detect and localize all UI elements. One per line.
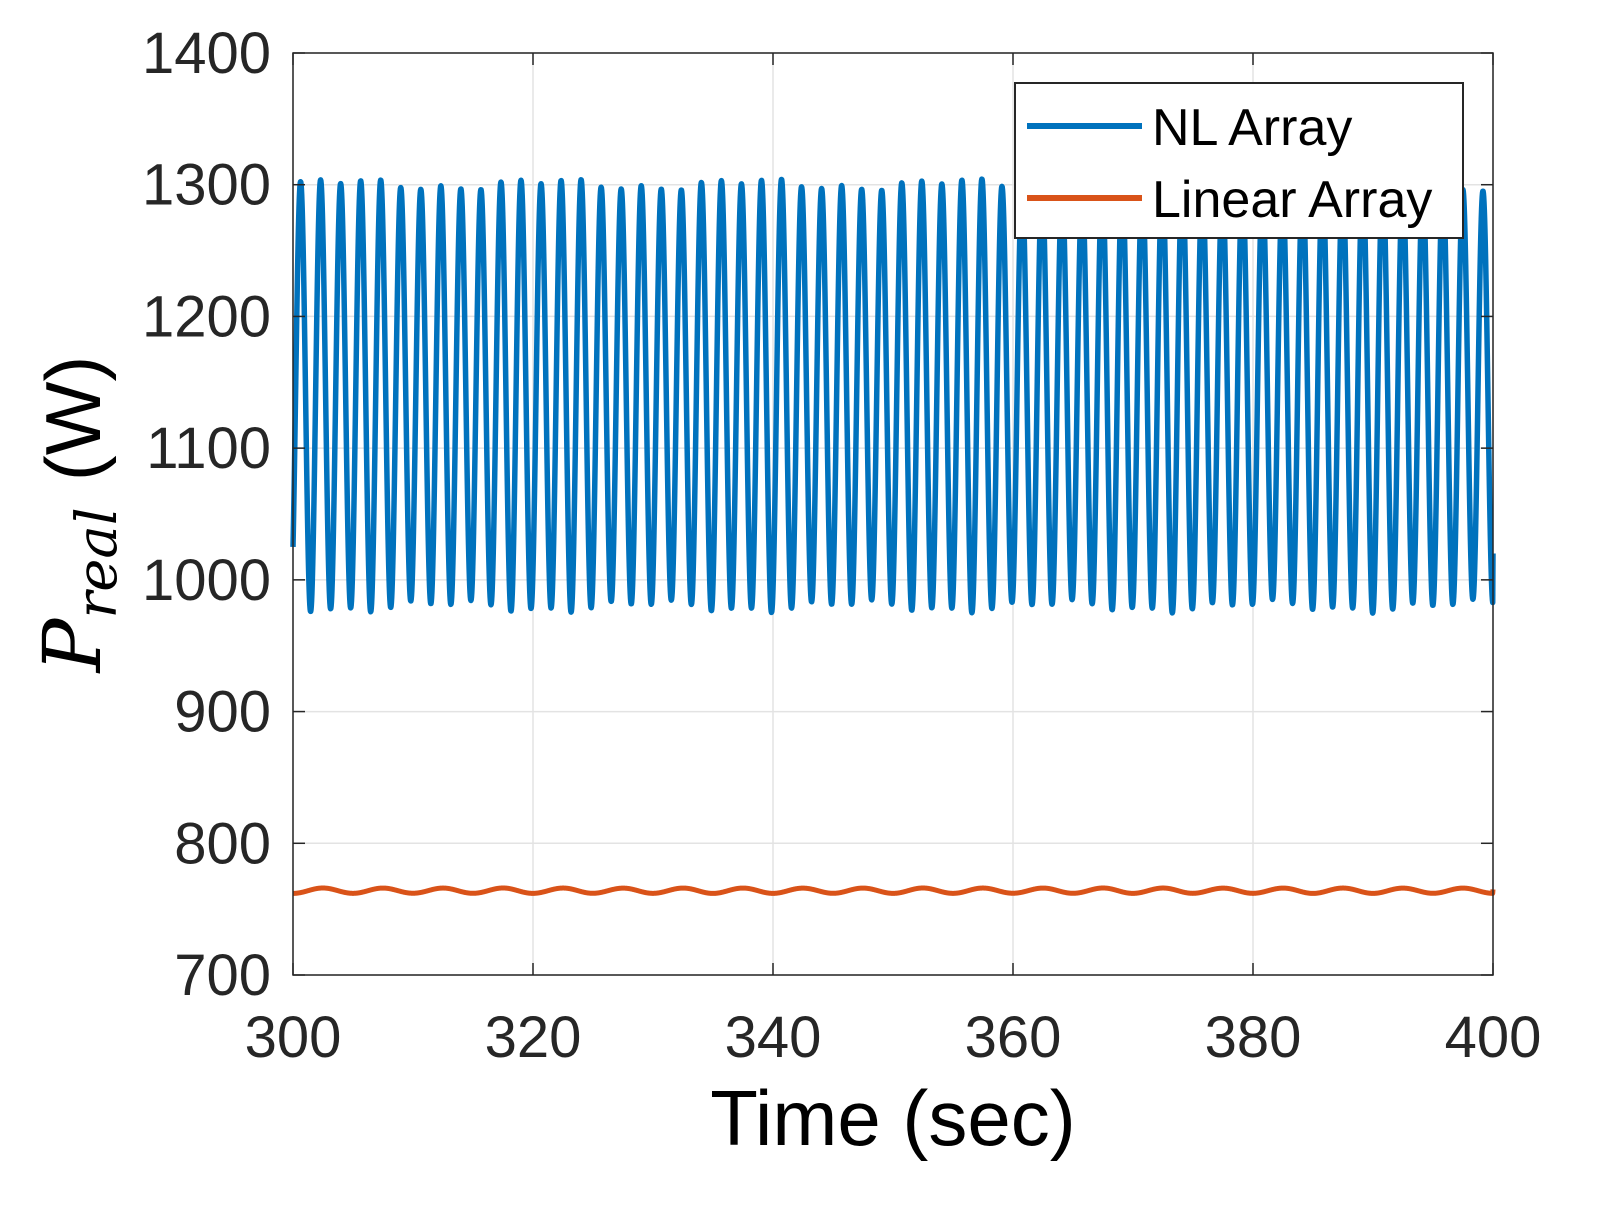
x-tick-label: 400 <box>1445 1005 1542 1070</box>
y-tick-labels: 700 800 900 1000 1100 1200 1300 1400 <box>142 21 271 1008</box>
legend-label-linear-array: Linear Array <box>1152 171 1432 229</box>
y-tick-label: 1000 <box>142 548 271 613</box>
y-axis-unit: (W) <box>29 356 117 482</box>
x-tick-labels: 300 320 340 360 380 400 <box>245 1005 1542 1070</box>
y-tick-label: 900 <box>174 680 271 745</box>
x-tick-label: 320 <box>485 1005 582 1070</box>
y-tick-label: 800 <box>174 811 271 876</box>
plot-frame <box>292 52 1494 976</box>
x-tick-label: 340 <box>725 1005 822 1070</box>
y-axis-title: Preal (W) <box>26 356 130 675</box>
svg-text:Preal(W): Preal (W) <box>26 356 130 675</box>
legend: NL Array Linear Array <box>1014 82 1464 239</box>
x-axis-title: Time (sec) <box>710 1074 1075 1162</box>
y-tick-label: 1200 <box>142 284 271 349</box>
x-tick-label: 360 <box>965 1005 1062 1070</box>
legend-label-nl-array: NL Array <box>1152 99 1352 157</box>
y-axis-subscript: real <box>65 507 130 618</box>
y-tick-label: 1400 <box>142 21 271 86</box>
series-line-nl-array <box>290 175 1496 616</box>
y-tick-label: 1100 <box>146 416 271 481</box>
y-tick-label: 1300 <box>142 153 271 218</box>
y-tick-label: 700 <box>174 943 271 1008</box>
series-line-linear-array <box>290 885 1496 896</box>
x-tick-label: 300 <box>245 1005 342 1070</box>
legend-box <box>1014 82 1464 239</box>
x-tick-label: 380 <box>1205 1005 1302 1070</box>
axis-ticks <box>292 52 1494 976</box>
y-axis-symbol: P <box>26 617 119 674</box>
series-lines <box>290 175 1496 896</box>
